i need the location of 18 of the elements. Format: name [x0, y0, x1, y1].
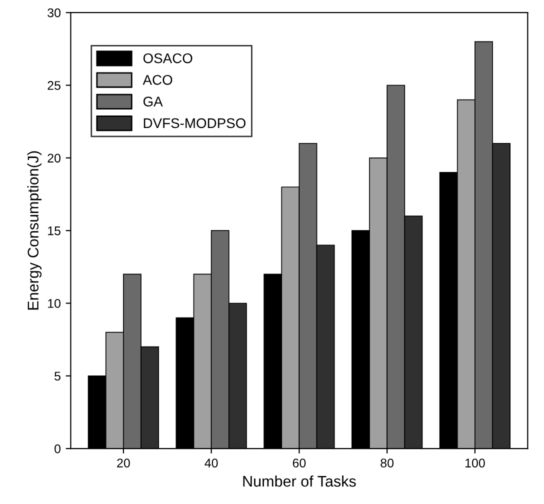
legend-label: DVFS-MODPSO: [144, 118, 246, 128]
x-axis-title: Number of Tasks: [243, 475, 356, 487]
y-tick-label: 10: [48, 299, 61, 308]
y-tick-label: 5: [54, 372, 60, 381]
y-tick-label: 20: [48, 154, 61, 163]
legend-label: GA: [143, 96, 163, 106]
y-tick-label: 30: [48, 8, 61, 18]
legend-label: ACO: [142, 74, 172, 85]
x-tick-label: 20: [117, 458, 130, 468]
x-tick-label: 80: [380, 458, 394, 468]
legend-label: OSACO: [143, 53, 192, 64]
y-tick-label: 0: [54, 444, 61, 454]
x-tick-label: 100: [465, 458, 485, 468]
x-tick-label: 40: [204, 458, 218, 468]
y-tick-label: 15: [48, 226, 60, 236]
y-tick-label: 25: [48, 81, 60, 90]
x-tick-label: 60: [292, 458, 306, 468]
y-axis-title: Energy Consumption(J): [27, 151, 42, 310]
